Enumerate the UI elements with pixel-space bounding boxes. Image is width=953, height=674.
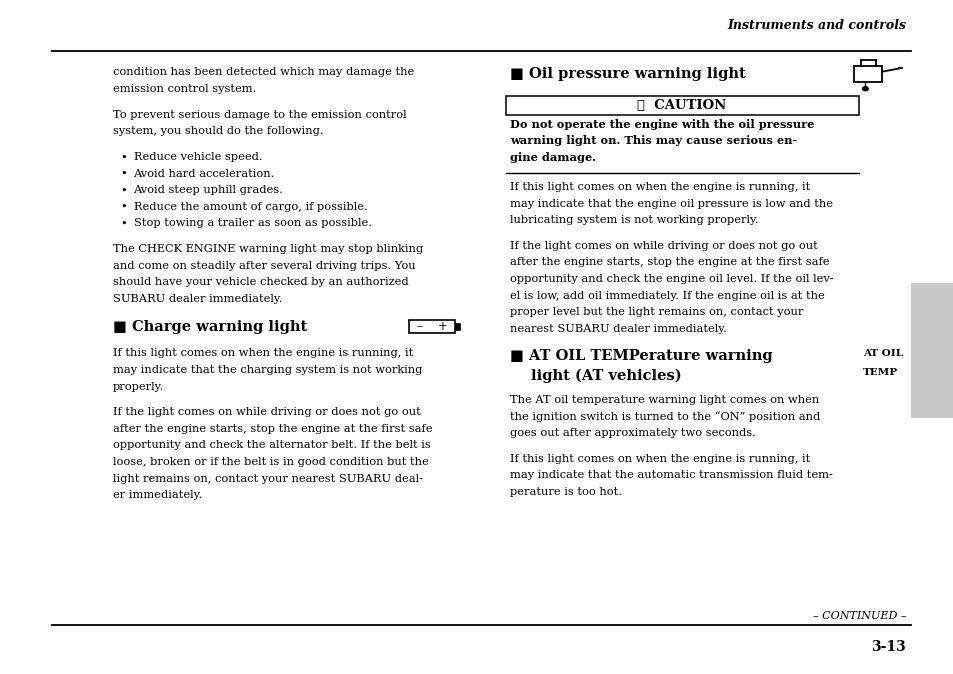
Text: The AT oil temperature warning light comes on when: The AT oil temperature warning light com… <box>510 395 819 404</box>
Text: light remains on, contact your nearest SUBARU deal-: light remains on, contact your nearest S… <box>112 474 422 483</box>
Text: properly.: properly. <box>112 381 164 392</box>
Text: •: • <box>120 152 127 162</box>
Text: Stop towing a trailer as soon as possible.: Stop towing a trailer as soon as possibl… <box>133 218 371 228</box>
Text: ■ AT OIL TEMPerature warning: ■ AT OIL TEMPerature warning <box>510 350 772 363</box>
Text: If the light comes on while driving or does not go out: If the light comes on while driving or d… <box>510 241 818 251</box>
Text: AT OIL: AT OIL <box>862 350 902 359</box>
Text: Reduce vehicle speed.: Reduce vehicle speed. <box>133 152 262 162</box>
Text: and come on steadily after several driving trips. You: and come on steadily after several drivi… <box>112 261 415 271</box>
FancyBboxPatch shape <box>455 323 459 330</box>
Text: proper level but the light remains on, contact your: proper level but the light remains on, c… <box>510 307 803 317</box>
Text: condition has been detected which may damage the: condition has been detected which may da… <box>112 67 414 78</box>
Text: emission control system.: emission control system. <box>112 84 255 94</box>
Text: –: – <box>416 320 422 333</box>
Text: system, you should do the following.: system, you should do the following. <box>112 126 323 136</box>
Text: light (AT vehicles): light (AT vehicles) <box>531 369 681 383</box>
Text: after the engine starts, stop the engine at the first safe: after the engine starts, stop the engine… <box>510 257 829 268</box>
Text: •: • <box>120 218 127 228</box>
Text: may indicate that the engine oil pressure is low and the: may indicate that the engine oil pressur… <box>510 199 833 208</box>
Text: The CHECK ENGINE warning light may stop blinking: The CHECK ENGINE warning light may stop … <box>112 244 422 254</box>
Text: may indicate that the charging system is not working: may indicate that the charging system is… <box>112 365 421 375</box>
Text: To prevent serious damage to the emission control: To prevent serious damage to the emissio… <box>112 110 406 120</box>
Text: Instruments and controls: Instruments and controls <box>726 20 905 32</box>
Text: •: • <box>120 185 127 195</box>
Text: ■ Oil pressure warning light: ■ Oil pressure warning light <box>510 67 745 82</box>
Text: If this light comes on when the engine is running, it: If this light comes on when the engine i… <box>510 454 810 464</box>
Text: warning light on. This may cause serious en-: warning light on. This may cause serious… <box>510 135 797 146</box>
Text: opportunity and check the engine oil level. If the oil lev-: opportunity and check the engine oil lev… <box>510 274 833 284</box>
Text: If this light comes on when the engine is running, it: If this light comes on when the engine i… <box>510 182 810 192</box>
Text: opportunity and check the alternator belt. If the belt is: opportunity and check the alternator bel… <box>112 441 430 450</box>
Text: SUBARU dealer immediately.: SUBARU dealer immediately. <box>112 294 282 304</box>
Text: after the engine starts, stop the engine at the first safe: after the engine starts, stop the engine… <box>112 424 432 434</box>
FancyBboxPatch shape <box>505 96 858 115</box>
Text: If this light comes on when the engine is running, it: If this light comes on when the engine i… <box>112 348 413 359</box>
Text: er immediately.: er immediately. <box>112 490 202 500</box>
Text: •: • <box>120 202 127 212</box>
Text: +: + <box>436 320 447 333</box>
Text: should have your vehicle checked by an authorized: should have your vehicle checked by an a… <box>112 277 408 287</box>
Text: nearest SUBARU dealer immediately.: nearest SUBARU dealer immediately. <box>510 324 726 334</box>
Text: ⚠  CAUTION: ⚠ CAUTION <box>637 99 726 112</box>
Text: Avoid hard acceleration.: Avoid hard acceleration. <box>133 168 274 179</box>
Text: Reduce the amount of cargo, if possible.: Reduce the amount of cargo, if possible. <box>133 202 367 212</box>
Text: – CONTINUED –: – CONTINUED – <box>812 611 905 621</box>
Circle shape <box>862 87 867 91</box>
FancyBboxPatch shape <box>910 283 953 418</box>
Text: the ignition switch is turned to the “ON” position and: the ignition switch is turned to the “ON… <box>510 411 820 422</box>
Text: If the light comes on while driving or does not go out: If the light comes on while driving or d… <box>112 408 420 417</box>
Text: 3-13: 3-13 <box>871 640 905 654</box>
FancyBboxPatch shape <box>409 319 455 333</box>
Text: ■ Charge warning light: ■ Charge warning light <box>112 319 307 334</box>
Text: goes out after approximately two seconds.: goes out after approximately two seconds… <box>510 428 756 437</box>
Text: Avoid steep uphill grades.: Avoid steep uphill grades. <box>133 185 283 195</box>
Text: •: • <box>120 168 127 179</box>
Text: Do not operate the engine with the oil pressure: Do not operate the engine with the oil p… <box>510 119 814 130</box>
Text: may indicate that the automatic transmission fluid tem-: may indicate that the automatic transmis… <box>510 470 832 480</box>
Text: loose, broken or if the belt is in good condition but the: loose, broken or if the belt is in good … <box>112 457 428 467</box>
Text: lubricating system is not working properly.: lubricating system is not working proper… <box>510 215 759 225</box>
Text: perature is too hot.: perature is too hot. <box>510 487 621 497</box>
Text: gine damage.: gine damage. <box>510 152 596 163</box>
Text: el is low, add oil immediately. If the engine oil is at the: el is low, add oil immediately. If the e… <box>510 290 824 301</box>
FancyBboxPatch shape <box>854 66 881 82</box>
Text: TEMP: TEMP <box>862 369 898 377</box>
